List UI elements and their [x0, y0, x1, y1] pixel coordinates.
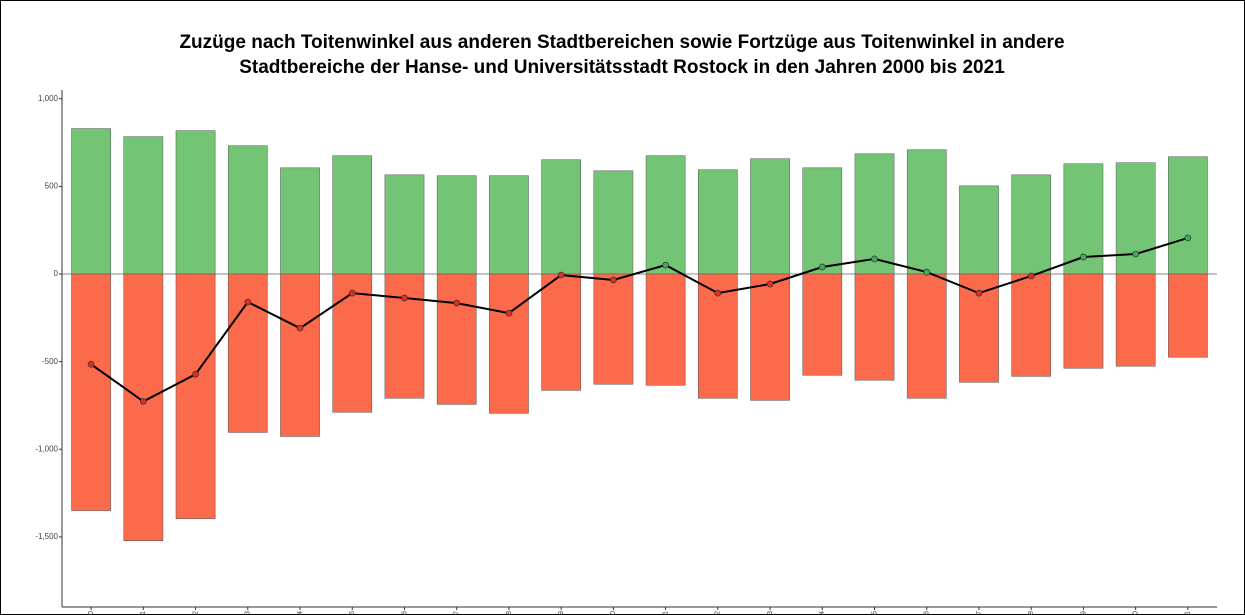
- x-tick-label: 2010: [610, 611, 617, 615]
- bar: [645, 273, 686, 386]
- x-tick-label: 2004: [297, 611, 304, 615]
- bar: [698, 169, 738, 275]
- x-tick-label: 2006: [401, 611, 408, 615]
- bar: [959, 185, 999, 275]
- net-marker: [975, 289, 983, 297]
- net-marker: [923, 268, 931, 276]
- x-tick-label: 2003: [245, 611, 252, 615]
- y-tick-label: -1,000: [35, 444, 58, 453]
- bar: [123, 273, 164, 542]
- net-marker: [505, 309, 513, 317]
- x-tick-label: 2020: [1133, 611, 1140, 615]
- bar: [593, 273, 634, 385]
- bar: [1011, 273, 1052, 377]
- bar: [175, 130, 216, 275]
- bar: [854, 273, 895, 381]
- net-marker: [296, 324, 304, 332]
- bar: [802, 167, 843, 275]
- bar: [332, 273, 373, 413]
- x-tick-label: 2009: [558, 611, 565, 615]
- x-tick-label: 2012: [715, 611, 722, 615]
- bar: [489, 175, 529, 275]
- x-tick-label: 2015: [871, 611, 878, 615]
- x-tick-label: 2018: [1028, 611, 1035, 615]
- net-marker: [871, 255, 878, 263]
- chart-title: Zuzüge nach Toitenwinkel aus anderen Sta…: [179, 32, 1064, 53]
- bar: [906, 273, 947, 399]
- x-tick-label: 2016: [924, 611, 931, 615]
- net-marker: [453, 299, 461, 307]
- bar: [227, 145, 268, 275]
- bar: [436, 273, 477, 405]
- y-tick-label: -1,500: [35, 532, 58, 541]
- x-tick-label: 2008: [506, 611, 513, 615]
- x-tick-label: 2001: [140, 611, 147, 615]
- x-tick-label: 2007: [454, 611, 461, 615]
- bar: [436, 175, 477, 275]
- net-marker: [818, 263, 826, 271]
- chart-title: Stadtbereiche der Hanse- und Universität…: [239, 57, 1005, 78]
- net-line: [90, 236, 1189, 403]
- net-marker: [1132, 250, 1140, 258]
- bar: [384, 273, 425, 399]
- net-marker: [87, 360, 95, 368]
- y-tick-label: 1,000: [38, 94, 59, 103]
- bar: [384, 174, 425, 275]
- x-tick-label: 2019: [1080, 611, 1087, 615]
- x-tick-label: 2002: [192, 611, 199, 615]
- x-tick-label: 2017: [976, 611, 983, 615]
- bar: [123, 136, 164, 275]
- x-tick-label: 2014: [819, 611, 826, 615]
- bar: [489, 273, 529, 414]
- bar: [541, 273, 581, 391]
- bar: [280, 273, 320, 437]
- bar: [541, 159, 581, 275]
- x-tick-label: 2011: [662, 611, 669, 615]
- bar: [906, 149, 947, 275]
- bar: [1063, 273, 1104, 369]
- bar: [645, 155, 686, 275]
- net-marker: [1080, 253, 1087, 261]
- bar: [750, 158, 790, 275]
- x-tick-label: 2013: [767, 611, 774, 615]
- bar: [854, 153, 895, 275]
- bar: [1011, 174, 1052, 275]
- net-marker: [348, 289, 356, 297]
- bar: [332, 155, 373, 275]
- bar: [1168, 156, 1208, 275]
- y-tick-label: 0: [54, 269, 59, 278]
- net-marker: [557, 271, 565, 279]
- net-marker: [610, 276, 617, 284]
- net-marker: [766, 280, 774, 288]
- bar: [175, 273, 216, 519]
- bar: [71, 128, 111, 275]
- net-marker: [1184, 234, 1192, 242]
- bar: [593, 170, 634, 275]
- bar: [750, 273, 790, 401]
- bar: [227, 273, 268, 433]
- net-marker: [714, 289, 722, 297]
- net-marker: [401, 294, 408, 302]
- bar: [71, 273, 111, 511]
- bar: [1168, 273, 1208, 358]
- x-tick-label: 2000: [88, 611, 95, 615]
- y-tick-label: 500: [45, 181, 59, 190]
- x-tick-label: 2005: [349, 611, 356, 615]
- net-marker: [244, 298, 252, 306]
- net-marker: [1027, 272, 1035, 280]
- x-tick-label: 2021: [1185, 611, 1192, 615]
- net-marker: [139, 398, 147, 405]
- bar: [280, 167, 320, 275]
- bar: [802, 273, 843, 376]
- bar: [1115, 273, 1156, 367]
- net-marker: [662, 261, 669, 269]
- net-marker: [192, 370, 199, 378]
- y-tick-label: -500: [42, 357, 59, 366]
